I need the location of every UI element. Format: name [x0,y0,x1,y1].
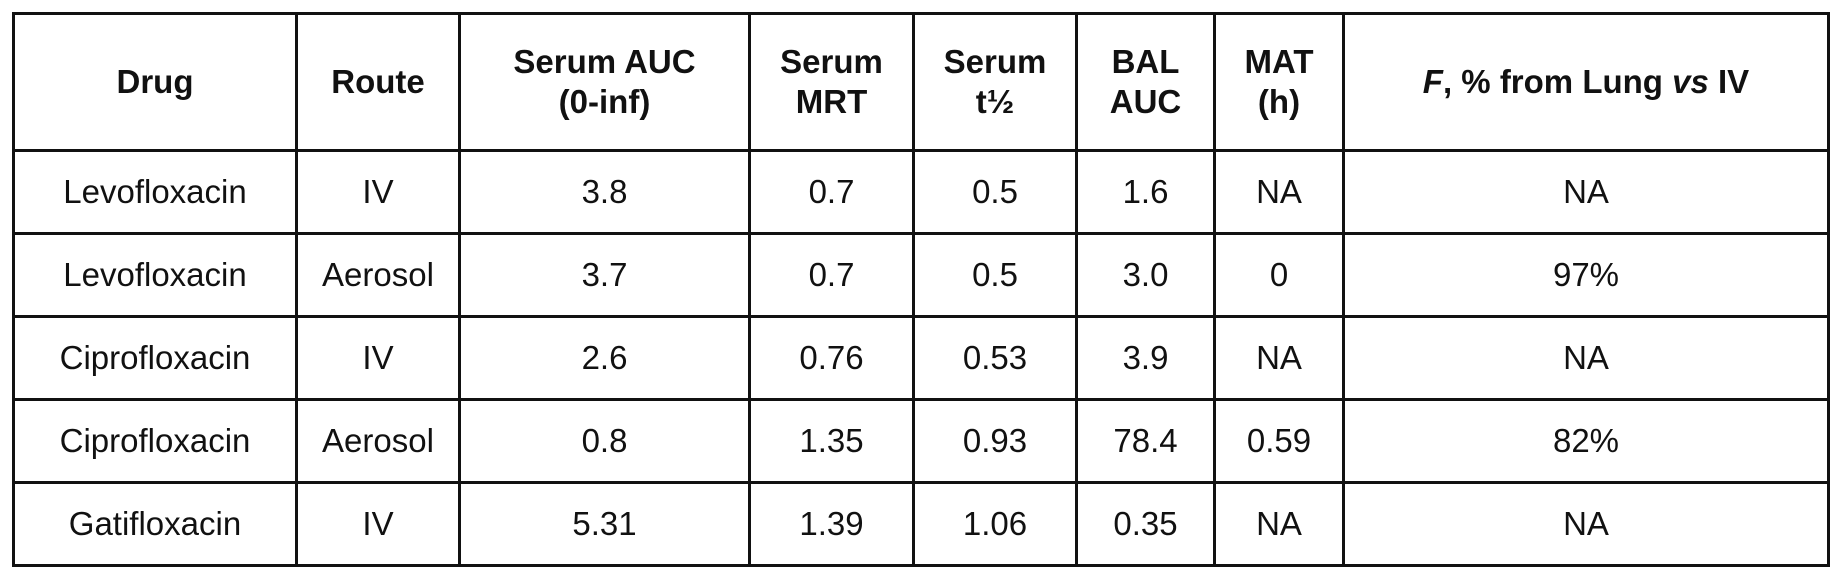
header-drug-line: Drug [21,62,289,102]
header-serum-auc-line-1: Serum AUC [467,42,742,82]
header-vs-text: vs [1672,63,1709,100]
header-serum-mrt-line-1: Serum [757,42,906,82]
cell-route: IV [297,151,460,234]
cell-serum-half-life: 0.53 [914,317,1077,400]
header-route: Route [297,14,460,151]
cell-serum-mrt: 1.35 [750,400,914,483]
header-serum-half-life-line-2: t½ [921,82,1069,122]
cell-bal-auc: 78.4 [1077,400,1215,483]
cell-serum-auc: 5.31 [460,483,750,566]
cell-drug: Gatifloxacin [14,483,297,566]
cell-serum-auc: 3.7 [460,234,750,317]
cell-route: Aerosol [297,234,460,317]
cell-serum-auc: 2.6 [460,317,750,400]
cell-bioavailability: NA [1344,151,1829,234]
cell-bioavailability: NA [1344,483,1829,566]
header-bal-auc: BAL AUC [1077,14,1215,151]
table-row: Ciprofloxacin IV 2.6 0.76 0.53 3.9 NA NA [14,317,1829,400]
cell-drug: Ciprofloxacin [14,317,297,400]
cell-serum-mrt: 0.7 [750,151,914,234]
cell-drug: Ciprofloxacin [14,400,297,483]
cell-bioavailability: NA [1344,317,1829,400]
cell-route: IV [297,317,460,400]
cell-serum-half-life: 1.06 [914,483,1077,566]
header-serum-auc-line-2: (0-inf) [467,82,742,122]
cell-serum-half-life: 0.5 [914,151,1077,234]
header-iv-text: IV [1709,63,1749,100]
cell-drug: Levofloxacin [14,151,297,234]
header-serum-mrt: Serum MRT [750,14,914,151]
cell-route: Aerosol [297,400,460,483]
cell-mat: NA [1215,151,1344,234]
cell-bal-auc: 0.35 [1077,483,1215,566]
cell-bal-auc: 3.9 [1077,317,1215,400]
header-bal-auc-line-1: BAL [1084,42,1207,82]
cell-mat: NA [1215,317,1344,400]
header-route-line: Route [304,62,452,102]
cell-serum-half-life: 0.93 [914,400,1077,483]
cell-mat: 0.59 [1215,400,1344,483]
table-row: Ciprofloxacin Aerosol 0.8 1.35 0.93 78.4… [14,400,1829,483]
cell-route: IV [297,483,460,566]
header-f-text: , % from Lung [1443,63,1672,100]
cell-bal-auc: 3.0 [1077,234,1215,317]
header-f-symbol: F [1423,63,1443,100]
header-serum-half-life: Serum t½ [914,14,1077,151]
cell-mat: NA [1215,483,1344,566]
cell-bioavailability: 82% [1344,400,1829,483]
table-row: Gatifloxacin IV 5.31 1.39 1.06 0.35 NA N… [14,483,1829,566]
table-row: Levofloxacin IV 3.8 0.7 0.5 1.6 NA NA [14,151,1829,234]
cell-serum-auc: 3.8 [460,151,750,234]
cell-drug: Levofloxacin [14,234,297,317]
header-bioavailability: F, % from Lung vs IV [1344,14,1829,151]
cell-serum-half-life: 0.5 [914,234,1077,317]
header-row: Drug Route Serum AUC (0-inf) Serum MRT S… [14,14,1829,151]
cell-serum-mrt: 1.39 [750,483,914,566]
header-mat: MAT (h) [1215,14,1344,151]
cell-bioavailability: 97% [1344,234,1829,317]
header-drug: Drug [14,14,297,151]
cell-serum-auc: 0.8 [460,400,750,483]
header-mat-line-2: (h) [1222,82,1336,122]
cell-bal-auc: 1.6 [1077,151,1215,234]
cell-serum-mrt: 0.7 [750,234,914,317]
pharmacokinetics-table: Drug Route Serum AUC (0-inf) Serum MRT S… [12,12,1830,567]
cell-mat: 0 [1215,234,1344,317]
cell-serum-mrt: 0.76 [750,317,914,400]
header-bal-auc-line-2: AUC [1084,82,1207,122]
table-row: Levofloxacin Aerosol 3.7 0.7 0.5 3.0 0 9… [14,234,1829,317]
header-serum-auc: Serum AUC (0-inf) [460,14,750,151]
header-mat-line-1: MAT [1222,42,1336,82]
header-serum-half-life-line-1: Serum [921,42,1069,82]
header-serum-mrt-line-2: MRT [757,82,906,122]
